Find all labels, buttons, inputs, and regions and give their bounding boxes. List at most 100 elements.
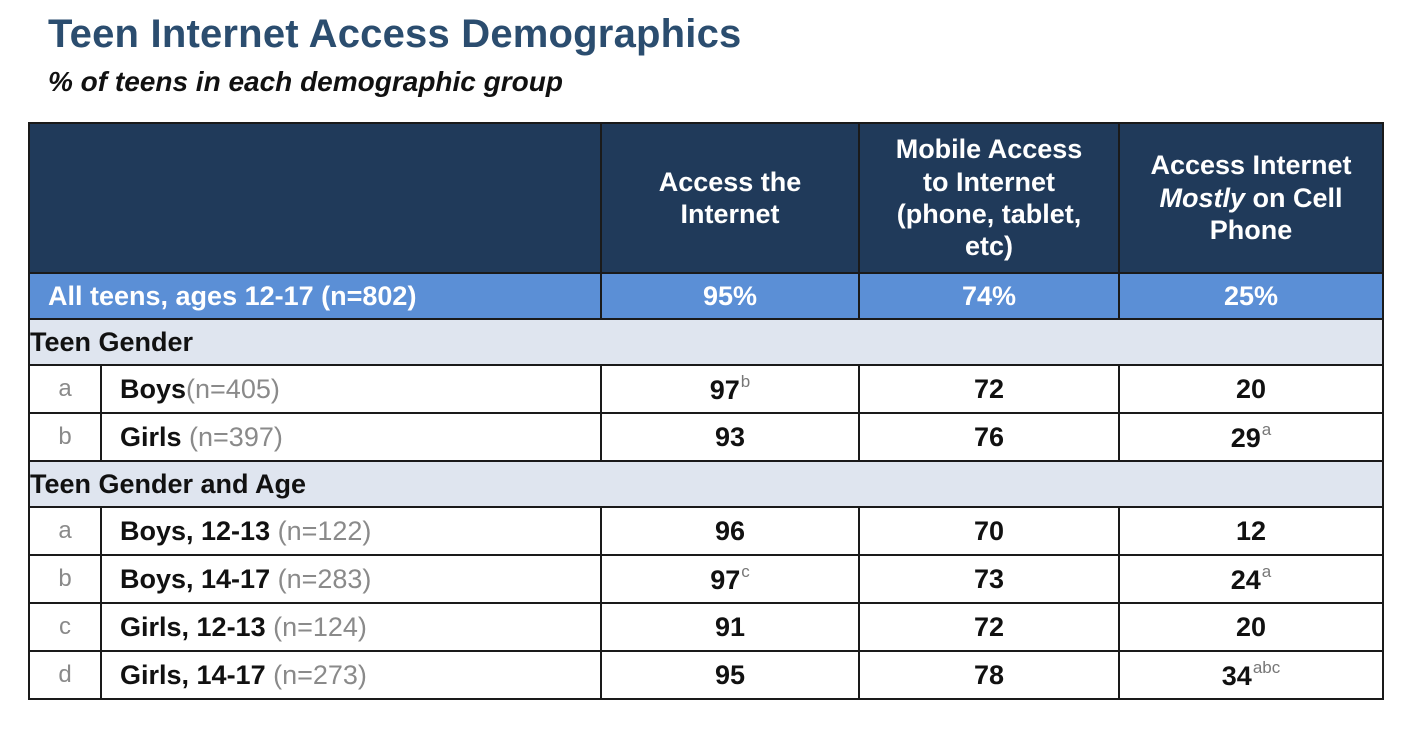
row-value: 78 bbox=[973, 659, 1005, 690]
row-value-cell: 76 bbox=[858, 412, 1120, 462]
page-subtitle: % of teens in each demographic group bbox=[48, 66, 563, 97]
significance-note: b bbox=[740, 371, 751, 391]
significance-note: abc bbox=[1252, 657, 1281, 677]
row-value: 24 bbox=[1230, 564, 1261, 595]
header-line: etc) bbox=[964, 231, 1013, 262]
row-letter: b bbox=[28, 412, 102, 462]
row-value-cell: 95 bbox=[600, 650, 860, 700]
header-line: Mobile Access bbox=[895, 134, 1083, 165]
row-letter: a bbox=[28, 364, 102, 414]
table-row: a Boys, 12-13 (n=122) 96 70 12 bbox=[28, 506, 1384, 556]
header-row: Access the Internet Mobile Access to Int… bbox=[28, 122, 1384, 274]
row-sample-size: (n=397) bbox=[189, 421, 283, 452]
row-label-cell: Boys, 14-17 (n=283) bbox=[100, 554, 602, 604]
header-line: Mostly on Cell bbox=[1120, 182, 1382, 214]
row-sample-size: (n=122) bbox=[277, 515, 372, 546]
row-value: 76 bbox=[973, 421, 1005, 452]
significance-note: c bbox=[741, 561, 750, 581]
row-value: 95 bbox=[714, 659, 746, 690]
row-value-cell: 72 bbox=[858, 364, 1120, 414]
row-value-cell: 72 bbox=[858, 602, 1120, 652]
row-label-cell: Boys, 12-13 (n=122) bbox=[100, 506, 602, 556]
row-value: 72 bbox=[973, 611, 1005, 642]
row-value-cell: 20 bbox=[1118, 364, 1384, 414]
row-value-cell: 70 bbox=[858, 506, 1120, 556]
row-value-cell: 96 bbox=[600, 506, 860, 556]
row-label: Boys, 12-13 bbox=[120, 515, 278, 546]
row-value-cell: 29a bbox=[1118, 412, 1384, 462]
significance-note: a bbox=[1261, 419, 1272, 439]
table-row: d Girls, 14-17 (n=273) 95 78 34abc bbox=[28, 650, 1384, 700]
header-line: Access Internet bbox=[1150, 150, 1352, 181]
all-teens-value: 95% bbox=[600, 272, 860, 320]
row-value: 12 bbox=[1235, 515, 1267, 546]
row-label-cell: Girls, 14-17 (n=273) bbox=[100, 650, 602, 700]
row-sample-size: (n=273) bbox=[273, 659, 367, 690]
row-label: Boys, 14-17 bbox=[120, 563, 278, 594]
row-value-cell: 73 bbox=[858, 554, 1120, 604]
row-label: Girls, 12-13 bbox=[120, 611, 274, 642]
row-letter: c bbox=[28, 602, 102, 652]
header-line: to Internet bbox=[923, 166, 1055, 197]
row-sample-size: (n=124) bbox=[273, 611, 367, 642]
row-label-cell: Girls, 12-13 (n=124) bbox=[100, 602, 602, 652]
table-row: a Boys(n=405) 97b 72 20 bbox=[28, 364, 1384, 414]
row-letter: a bbox=[28, 506, 102, 556]
row-value-cell: 97b bbox=[600, 364, 860, 414]
group-header-row: Teen Gender and Age bbox=[28, 460, 1384, 508]
row-value-cell: 12 bbox=[1118, 506, 1384, 556]
all-teens-value: 74% bbox=[858, 272, 1120, 320]
group-header-row: Teen Gender bbox=[28, 318, 1384, 366]
row-label: Girls bbox=[120, 421, 190, 452]
table-row: b Girls (n=397) 93 76 29a bbox=[28, 412, 1384, 462]
significance-note: a bbox=[1261, 561, 1272, 581]
row-label-cell: Boys(n=405) bbox=[100, 364, 602, 414]
header-mostly-cell-phone: Access Internet Mostly on Cell Phone bbox=[1118, 122, 1384, 274]
row-label: Boys bbox=[120, 373, 187, 404]
header-line-rest: on Cell bbox=[1245, 182, 1343, 213]
row-value-cell: 34abc bbox=[1118, 650, 1384, 700]
table-row: b Boys, 14-17 (n=283) 97c 73 24a bbox=[28, 554, 1384, 604]
row-value: 91 bbox=[714, 611, 746, 642]
row-value: 34 bbox=[1221, 660, 1252, 691]
row-value: 29 bbox=[1230, 422, 1261, 453]
header-blank-cell bbox=[101, 122, 602, 274]
header-line: Internet bbox=[680, 199, 780, 229]
row-sample-size: (n=283) bbox=[277, 563, 372, 594]
group-header-label: Teen Gender and Age bbox=[28, 460, 1384, 508]
row-value: 97 bbox=[710, 564, 741, 595]
row-value: 93 bbox=[714, 421, 746, 452]
all-teens-row: All teens, ages 12-17 (n=802) 95% 74% 25… bbox=[28, 272, 1384, 320]
header-blank-cell bbox=[28, 122, 101, 274]
row-value: 73 bbox=[973, 563, 1005, 594]
row-sample-size: (n=405) bbox=[186, 373, 280, 404]
row-label: Girls, 14-17 bbox=[120, 659, 274, 690]
row-value-cell: 78 bbox=[858, 650, 1120, 700]
header-line: (phone, tablet, bbox=[896, 199, 1082, 229]
header-mobile-access: Mobile Access to Internet (phone, tablet… bbox=[858, 122, 1120, 274]
page-title: Teen Internet Access Demographics bbox=[48, 12, 742, 56]
group-header-label: Teen Gender bbox=[28, 318, 1384, 366]
row-label-cell: Girls (n=397) bbox=[100, 412, 602, 462]
row-value-cell: 91 bbox=[600, 602, 860, 652]
table-row: c Girls, 12-13 (n=124) 91 72 20 bbox=[28, 602, 1384, 652]
all-teens-label: All teens, ages 12-17 (n=802) bbox=[28, 272, 602, 320]
row-value-cell: 24a bbox=[1118, 554, 1384, 604]
row-letter: d bbox=[28, 650, 102, 700]
header-access-internet: Access the Internet bbox=[600, 122, 860, 274]
header-line: Access the bbox=[658, 166, 802, 197]
row-value: 20 bbox=[1235, 611, 1267, 642]
row-letter: b bbox=[28, 554, 102, 604]
row-value: 96 bbox=[714, 515, 746, 546]
row-value: 97 bbox=[709, 374, 740, 405]
row-value: 20 bbox=[1235, 373, 1267, 404]
row-value-cell: 20 bbox=[1118, 602, 1384, 652]
header-italic-word: Mostly bbox=[1159, 182, 1245, 213]
header-line: Phone bbox=[1209, 215, 1293, 246]
all-teens-value: 25% bbox=[1118, 272, 1384, 320]
row-value: 72 bbox=[973, 373, 1005, 404]
row-value-cell: 97c bbox=[600, 554, 860, 604]
row-value: 70 bbox=[973, 515, 1005, 546]
row-value-cell: 93 bbox=[600, 412, 860, 462]
demographics-table: Access the Internet Mobile Access to Int… bbox=[28, 122, 1384, 700]
